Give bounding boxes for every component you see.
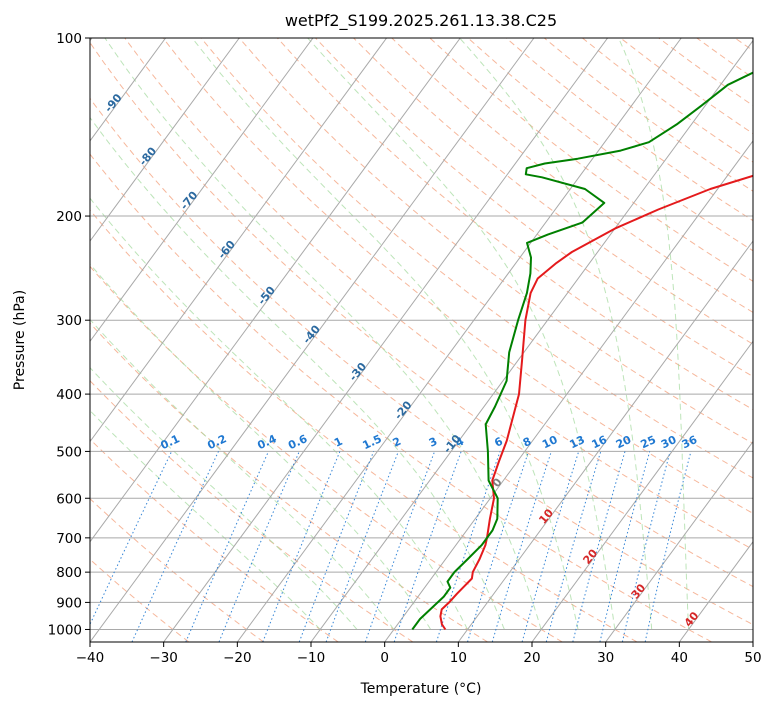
isotherm-line bbox=[90, 38, 240, 242]
x-tick-label: −40 bbox=[76, 650, 105, 666]
moist-adiabat-line bbox=[459, 38, 653, 630]
y-axis-label: Pressure (hPa) bbox=[12, 290, 28, 390]
plot-frame bbox=[89, 37, 754, 643]
mixing-ratio-line bbox=[572, 451, 626, 642]
isotherm-line bbox=[163, 38, 609, 642]
temperature-profile-line bbox=[439, 174, 753, 631]
isotherm-line bbox=[605, 440, 753, 642]
mixing-ratio-line bbox=[364, 451, 436, 642]
dewpoint-profile-line bbox=[411, 71, 753, 631]
dry-adiabat-line bbox=[277, 38, 753, 411]
isotherm-line bbox=[90, 38, 167, 142]
mixing-ratio-line bbox=[545, 451, 602, 642]
mixing-ratio-line bbox=[599, 451, 651, 642]
sounding-series bbox=[411, 71, 753, 631]
dry-adiabat-line bbox=[315, 38, 753, 378]
mixing-ratio-label: 13 bbox=[568, 433, 587, 451]
x-tick-label: 20 bbox=[523, 650, 540, 666]
chart-title: wetPf2_S199.2025.261.13.38.C25 bbox=[285, 11, 557, 31]
x-axis-label: Temperature (°C) bbox=[360, 681, 482, 697]
x-tick-label: −20 bbox=[223, 650, 252, 666]
mixing-ratio-label: 30 bbox=[659, 433, 679, 451]
x-tick-label: 50 bbox=[744, 650, 761, 666]
x-tick-label: 0 bbox=[380, 650, 389, 666]
isotherm-line bbox=[310, 39, 753, 642]
dry-adiabat-line bbox=[162, 38, 753, 514]
y-tick-label: 1000 bbox=[48, 622, 82, 638]
x-tick-label: 30 bbox=[597, 650, 614, 666]
x-tick-label: 10 bbox=[450, 650, 467, 666]
mixing-ratio-line bbox=[467, 451, 530, 642]
moist-adiabat-line bbox=[90, 409, 321, 630]
y-tick-label: 500 bbox=[56, 444, 82, 460]
dry-adiabat-line bbox=[90, 209, 638, 642]
dry-adiabat-line bbox=[238, 38, 753, 444]
mixing-ratio-line bbox=[393, 451, 462, 642]
mixing-ratio-label: 10 bbox=[540, 433, 560, 451]
isotherm-line bbox=[531, 340, 753, 642]
mixing-ratio-line bbox=[621, 451, 671, 642]
y-tick-label: 400 bbox=[56, 387, 82, 403]
y-axis: 100 200 300 400 500 600 700 800 900 1000 bbox=[48, 31, 90, 638]
dry-adiabat-line bbox=[90, 41, 753, 588]
y-tick-label: 700 bbox=[56, 531, 82, 547]
moist-adiabat-line bbox=[90, 318, 395, 630]
x-tick-label: 40 bbox=[671, 650, 688, 666]
dry-adiabat-line bbox=[353, 38, 753, 345]
isotherm-line bbox=[236, 38, 682, 642]
y-tick-label: 200 bbox=[56, 209, 82, 225]
moist-adiabat-line bbox=[307, 38, 616, 630]
mixing-ratio-line bbox=[491, 451, 552, 642]
mixing-ratio-line bbox=[298, 451, 375, 642]
x-tick-label: −30 bbox=[149, 650, 178, 666]
y-tick-label: 100 bbox=[56, 31, 82, 47]
moist-adiabat-line bbox=[90, 263, 432, 630]
moist-adiabat-line bbox=[618, 38, 689, 630]
dry-adiabat-line bbox=[124, 38, 753, 551]
isotherm-line bbox=[90, 38, 388, 443]
y-tick-label: 600 bbox=[56, 491, 82, 507]
mixing-ratio-line bbox=[644, 451, 692, 642]
x-tick-label: −10 bbox=[297, 650, 326, 666]
mixing-ratio-label: 20 bbox=[614, 433, 634, 451]
y-tick-label: 300 bbox=[56, 313, 82, 329]
mixing-ratio-line bbox=[262, 451, 341, 642]
isotherm-line bbox=[90, 38, 314, 343]
y-tick-label: 800 bbox=[56, 565, 82, 581]
moist-adiabat-line bbox=[104, 38, 542, 630]
isotherm-line bbox=[384, 140, 753, 642]
moist-adiabat-line bbox=[191, 38, 579, 630]
isotherm-line bbox=[90, 38, 535, 642]
mixing-ratio-line bbox=[435, 451, 501, 642]
moist-adiabat-line bbox=[90, 116, 505, 630]
isotherm-line bbox=[457, 240, 753, 642]
mixing-ratio-line bbox=[218, 451, 300, 642]
dry-adiabat-line bbox=[90, 265, 563, 642]
mixing-ratio-label: 16 bbox=[590, 433, 610, 451]
dry-adiabat-line bbox=[90, 153, 712, 642]
mixing-ratio-line bbox=[325, 451, 399, 642]
dry-adiabat-line bbox=[90, 97, 753, 626]
y-tick-label: 900 bbox=[56, 595, 82, 611]
mixing-ratio-line bbox=[521, 451, 580, 642]
mixing-ratio-line bbox=[185, 451, 269, 642]
mixing-ratio-label: 36 bbox=[680, 433, 700, 451]
x-axis: −40 −30 −20 −10 0 10 20 30 40 50 bbox=[76, 642, 762, 666]
mixing-ratio-label: 25 bbox=[639, 433, 658, 451]
